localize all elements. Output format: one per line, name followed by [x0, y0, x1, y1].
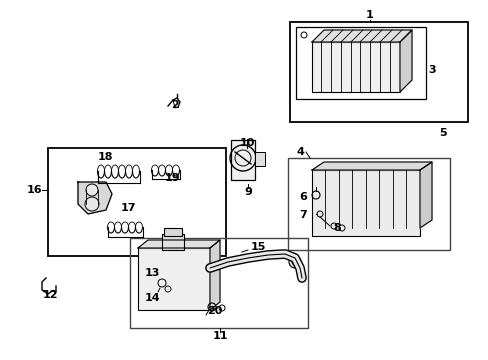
Bar	[163, 228, 182, 236]
Text: 2: 2	[171, 100, 179, 110]
Polygon shape	[311, 162, 431, 170]
Bar	[295, 27, 425, 99]
Text: 8: 8	[332, 223, 340, 233]
Text: 10: 10	[239, 138, 254, 148]
Circle shape	[288, 256, 301, 268]
Bar	[287, 158, 449, 250]
Text: 13: 13	[144, 268, 160, 278]
Bar	[48, 148, 225, 256]
Text: 11: 11	[212, 331, 227, 341]
Bar	[130, 238, 307, 328]
Text: 12: 12	[42, 290, 58, 300]
Bar	[254, 152, 264, 166]
Bar	[230, 140, 254, 180]
Bar	[162, 234, 183, 250]
Polygon shape	[399, 30, 411, 92]
Bar	[311, 170, 419, 236]
Text: 6: 6	[299, 192, 306, 202]
Text: 16: 16	[27, 185, 43, 195]
Polygon shape	[311, 30, 411, 42]
Polygon shape	[138, 240, 220, 248]
Text: 19: 19	[164, 173, 180, 183]
Text: 17: 17	[120, 203, 136, 213]
Bar	[311, 42, 399, 92]
Text: 5: 5	[438, 128, 446, 138]
Text: 14: 14	[145, 293, 161, 303]
Text: 20: 20	[207, 306, 222, 316]
Text: 15: 15	[250, 242, 265, 252]
Circle shape	[86, 184, 98, 196]
Text: 3: 3	[427, 65, 435, 75]
Text: 4: 4	[295, 147, 304, 157]
Polygon shape	[78, 182, 112, 214]
Polygon shape	[419, 162, 431, 228]
Polygon shape	[209, 240, 220, 310]
Text: 1: 1	[366, 10, 373, 20]
Text: 7: 7	[299, 210, 306, 220]
Text: 9: 9	[244, 187, 251, 197]
Bar	[138, 248, 209, 310]
Circle shape	[85, 197, 99, 211]
Bar	[289, 22, 467, 122]
Text: 18: 18	[97, 152, 113, 162]
